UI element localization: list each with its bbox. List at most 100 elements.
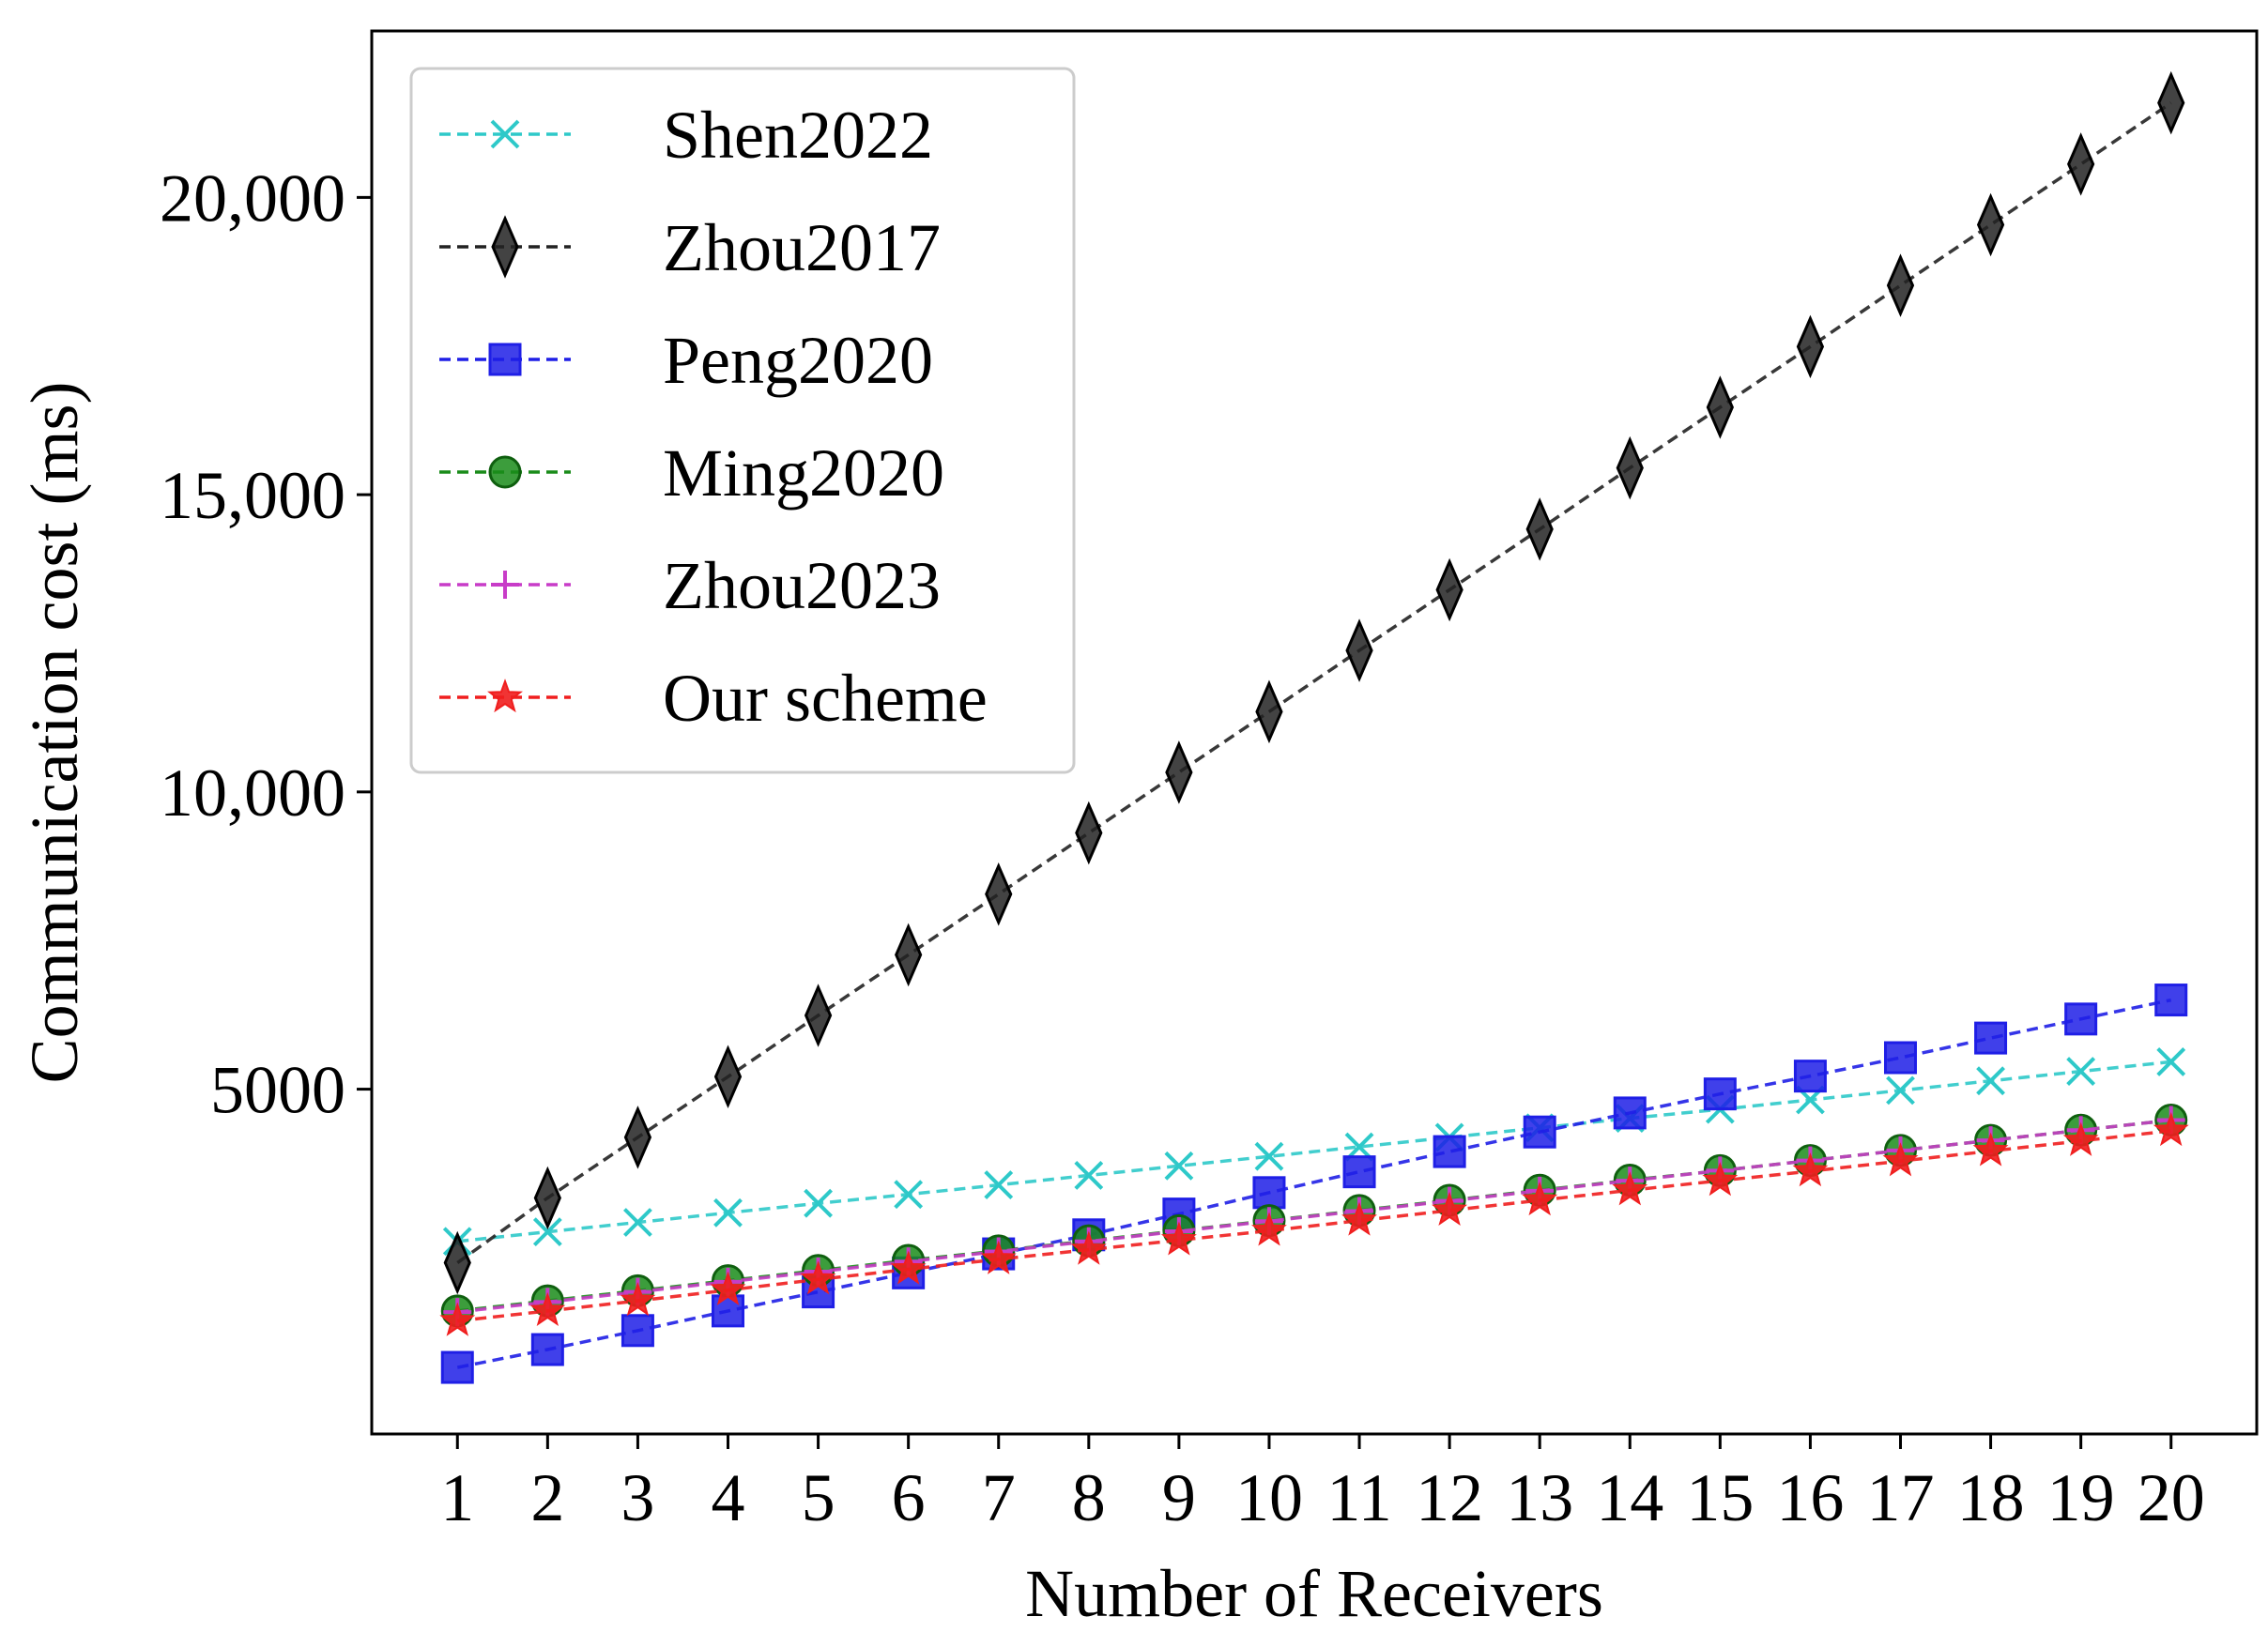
data-point (2064, 1002, 2098, 1036)
data-point (1703, 1077, 1737, 1111)
data-point (1165, 740, 1193, 804)
data-point (1612, 1171, 1648, 1206)
legend-marker (488, 455, 522, 489)
axes: 1 2 3 4 5 6 7 8 9 10 11 12 13 14 15 16 17 18 19 20500010,00… (160, 160, 2205, 1535)
data-point (1433, 1135, 1466, 1168)
data-point (439, 1302, 476, 1336)
series-line (457, 1129, 2171, 1323)
data-point (1706, 375, 1734, 439)
y-tick-label: 15,000 (160, 458, 345, 533)
data-point (1435, 557, 1463, 622)
data-point (2154, 984, 2188, 1017)
x-tick-label: 15 (1686, 1460, 1754, 1535)
x-tick-label: 14 (1596, 1460, 1663, 1535)
x-tick-label: 7 (982, 1460, 1016, 1535)
legend-marker (488, 343, 522, 376)
legend-item: Our scheme (439, 661, 988, 736)
data-point (1883, 1041, 1917, 1075)
data-point (1976, 1066, 2005, 1096)
legend-item: Zhou2023 (439, 548, 941, 623)
data-point (1164, 1151, 1194, 1181)
data-point (804, 984, 833, 1047)
data-point (1972, 1132, 2009, 1167)
data-point (1882, 1142, 1919, 1177)
data-point (2153, 1111, 2189, 1147)
x-tick-label: 3 (621, 1460, 654, 1535)
x-tick-label: 1 (440, 1460, 474, 1535)
data-point (1702, 1162, 1739, 1197)
legend-label: Shen2022 (663, 98, 933, 173)
x-tick-label: 11 (1326, 1460, 1391, 1535)
x-tick-label: 5 (802, 1460, 835, 1535)
x-tick-label: 17 (1866, 1460, 1934, 1535)
y-tick-label: 10,000 (160, 755, 345, 831)
x-tick-label: 13 (1506, 1460, 1573, 1535)
data-point (984, 1170, 1014, 1199)
series-shen2022 (442, 1047, 2186, 1257)
data-point (2062, 1121, 2099, 1156)
data-point (895, 923, 923, 987)
data-point (1523, 1115, 1556, 1149)
data-point (1976, 192, 2005, 257)
data-point (710, 1271, 746, 1305)
data-point (1432, 1191, 1468, 1226)
x-tick-label: 12 (1416, 1460, 1483, 1535)
y-tick-label: 5000 (210, 1053, 345, 1128)
plot-frame (370, 29, 2259, 1436)
x-tick-label: 20 (2138, 1460, 2205, 1535)
data-point (980, 1240, 1017, 1274)
legend-marker (490, 119, 520, 149)
data-point (1342, 1155, 1376, 1189)
data-point (1074, 1161, 1104, 1190)
data-point (2066, 1057, 2096, 1086)
x-tick-label: 16 (1776, 1460, 1844, 1535)
series-line (457, 1060, 2171, 1243)
data-point (1613, 1096, 1647, 1130)
data-point (1886, 1075, 1915, 1106)
data-point (1070, 1230, 1107, 1265)
legend: Shen2022 Zhou2017 Peng2020 Ming2020 Zhou2023… (409, 67, 1076, 774)
legend-label: Zhou2017 (663, 210, 941, 285)
legend-item: Zhou2017 (439, 210, 941, 285)
data-point (712, 1294, 745, 1328)
data-point (1793, 1060, 1827, 1093)
legend-item: Shen2022 (439, 98, 933, 173)
data-point (713, 1197, 743, 1228)
data-point (800, 1260, 836, 1295)
x-tick-label: 2 (530, 1460, 564, 1535)
data-point (1792, 1152, 1829, 1187)
x-axis-label: Number of Receivers (1025, 1556, 1603, 1631)
legend-label: Our scheme (663, 661, 988, 736)
data-point (894, 1180, 924, 1210)
legend-label: Zhou2023 (663, 548, 941, 623)
series-line (456, 101, 2172, 1265)
x-tick-label: 10 (1235, 1460, 1303, 1535)
data-point (1525, 497, 1554, 561)
data-point (620, 1282, 656, 1317)
x-tick-label: 18 (1957, 1460, 2025, 1535)
data-point (1341, 1201, 1377, 1236)
data-point (623, 1106, 652, 1169)
data-point (2157, 70, 2185, 135)
plot-area (439, 70, 2189, 1384)
data-point (2156, 1047, 2186, 1076)
data-point (2067, 132, 2095, 196)
series-zhou2017 (443, 70, 2185, 1295)
y-tick-label: 20,000 (160, 160, 345, 236)
x-tick-label: 9 (1162, 1460, 1196, 1535)
legend-marker (487, 679, 523, 713)
x-tick-label: 19 (2047, 1460, 2115, 1535)
legend-item: Ming2020 (439, 435, 944, 511)
legend-label: Ming2020 (663, 435, 944, 511)
data-point (440, 1350, 474, 1384)
legend-label: Peng2020 (663, 323, 933, 398)
data-point (1796, 314, 1825, 379)
data-point (623, 1208, 652, 1237)
data-point (804, 1188, 833, 1218)
legend-item: Peng2020 (439, 323, 933, 398)
data-point (1251, 1212, 1287, 1246)
data-point (1886, 253, 1915, 317)
data-point (1254, 1141, 1284, 1171)
